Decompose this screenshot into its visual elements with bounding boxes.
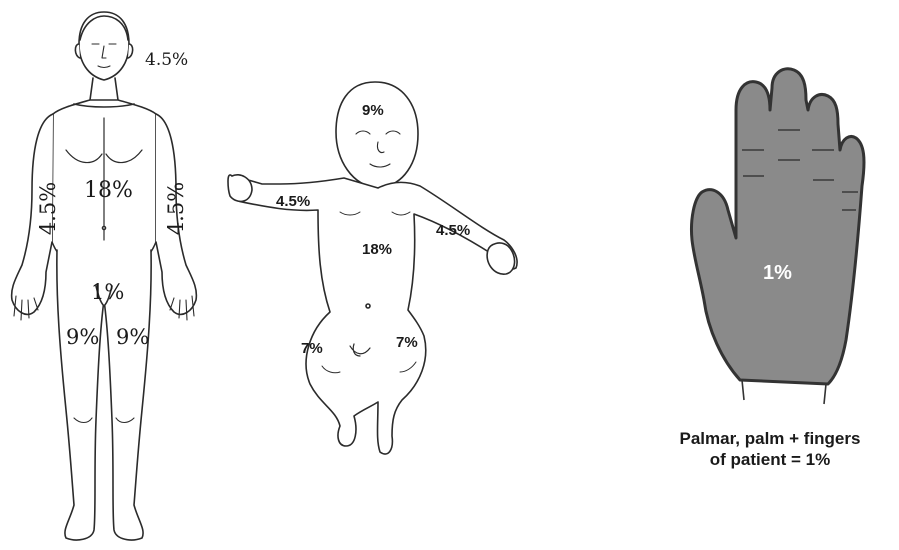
adult-arm-left (10, 113, 54, 316)
infant-fist-left (227, 174, 253, 203)
adult-ear-right (127, 43, 134, 59)
adult-neck (89, 77, 119, 101)
infant-right-leg-label: 7% (396, 334, 418, 351)
infant-head (335, 81, 419, 189)
adult-face (91, 43, 117, 69)
adult-genitals-label: 1% (91, 280, 125, 304)
adult-arm-right (155, 113, 198, 316)
palm-value-label: 1% (763, 262, 792, 284)
adult-knees (73, 417, 135, 424)
palm-caption-line-1: Palmar, palm + fingers (679, 429, 861, 448)
palm-hand (690, 67, 866, 405)
palm-caption: Palmar, palm + fingers of patient = 1% (640, 428, 899, 470)
infant-head-label: 9% (362, 102, 384, 119)
infant-body (228, 177, 518, 455)
adult-fingers-left (13, 295, 39, 321)
adult-left-leg-label: 9% (66, 325, 100, 349)
palm-caption-line-2: of patient = 1% (709, 450, 831, 469)
wrist-lines (741, 379, 827, 405)
infant-navel (365, 303, 371, 309)
hand-shape (690, 67, 866, 386)
infant-face (355, 130, 401, 168)
infant-trunk-label: 18% (362, 241, 393, 258)
adult-navel (101, 225, 107, 231)
adult-right-arm-label: 4.5% (164, 181, 189, 236)
adult-neckline (73, 103, 135, 108)
adult-ear-left (74, 43, 81, 59)
infant-groin (349, 343, 371, 357)
adult-left-arm-label: 4.5% (36, 181, 61, 236)
adult-groin (95, 285, 113, 307)
adult-figure (10, 11, 198, 541)
adult-trunk-label: 18% (84, 178, 133, 203)
hand-knuckle-lines (742, 129, 858, 211)
infant-left-leg-label: 7% (301, 340, 323, 357)
adult-hair (79, 15, 129, 41)
infant-figure (227, 81, 518, 455)
infant-creases (321, 211, 417, 374)
adult-head-label: 4.5% (145, 50, 189, 70)
infant-left-arm-label: 4.5% (276, 193, 311, 210)
infant-fist-right (486, 242, 516, 275)
adult-right-leg-label: 9% (116, 325, 150, 349)
infant-right-arm-label: 4.5% (436, 222, 471, 239)
adult-fingers-right (169, 295, 195, 321)
adult-chest (65, 117, 143, 241)
